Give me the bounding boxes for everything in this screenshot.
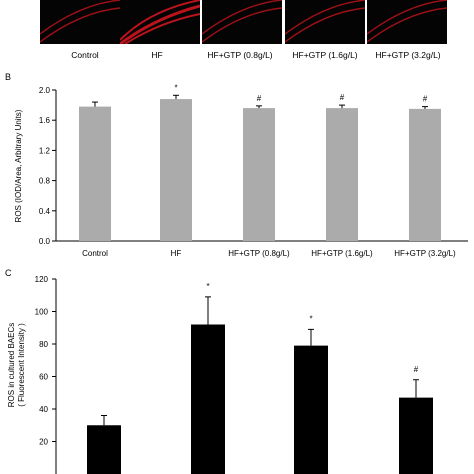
- bar: [87, 425, 121, 474]
- image-label: Control: [71, 50, 99, 60]
- bar: [294, 345, 328, 474]
- y-tick-label: 100: [35, 308, 49, 317]
- y-tick-label: 1.2: [39, 146, 51, 155]
- y-tick-label: 0.8: [39, 177, 51, 186]
- x-tick-label: HF+GTP (1.6g/L): [311, 249, 373, 258]
- y-tick-label: 1.6: [39, 116, 51, 125]
- panel-c-letter: C: [5, 268, 12, 278]
- panel-b-letter: B: [5, 72, 12, 82]
- bar: [409, 108, 441, 241]
- y-axis-label: ROS in cultured BAECs: [7, 323, 16, 407]
- significance-mark: *: [309, 314, 312, 323]
- significance-mark: *: [174, 83, 177, 92]
- stain-arc: [120, 0, 200, 44]
- bar: [243, 108, 275, 242]
- y-tick-label: 40: [39, 405, 48, 414]
- stain-arc: [40, 0, 120, 43]
- bar: [160, 99, 192, 241]
- image-label: HF+GTP (0.8g/L): [207, 50, 273, 60]
- significance-mark: #: [257, 94, 262, 103]
- micrograph-tile: [202, 0, 282, 44]
- image-label: HF+GTP (3.2g/L): [375, 50, 441, 60]
- y-axis-label: ROS (IOD/Area, Arbitrary Units): [14, 109, 23, 222]
- y-tick-label: 20: [39, 438, 48, 447]
- x-tick-label: Control: [82, 249, 108, 258]
- y-tick-label: 0.4: [39, 207, 51, 216]
- bar: [191, 324, 225, 474]
- significance-mark: *: [206, 282, 209, 291]
- stain-arc: [202, 0, 282, 43]
- x-tick-label: HF+GTP (3.2g/L): [394, 249, 456, 258]
- chart-b: 0.0 0.4 0.8 1.2 1.6 2.0 ROS (IOD/Area, Arbitra…: [14, 83, 468, 258]
- x-tick-label: HF+GTP (0.8g/L): [228, 249, 290, 258]
- significance-mark: #: [414, 365, 419, 374]
- y-tick-label: 0.0: [39, 237, 51, 246]
- bar: [326, 108, 358, 242]
- y-axis-label: ( Fluorescent Intensity ): [17, 323, 26, 407]
- micrograph-tile: [40, 0, 120, 44]
- significance-mark: #: [340, 93, 345, 102]
- bar: [399, 397, 433, 474]
- significance-mark: #: [423, 95, 428, 104]
- y-tick-label: 60: [39, 373, 48, 382]
- bar: [79, 106, 111, 241]
- image-label: HF: [151, 50, 163, 60]
- stain-arc: [367, 0, 447, 43]
- x-tick-label: HF: [171, 249, 182, 258]
- image-label: HF+GTP (1.6g/L): [292, 50, 358, 60]
- y-tick-label: 2.0: [39, 86, 51, 95]
- micrograph-tile: [120, 0, 200, 44]
- stain-arc: [285, 0, 365, 43]
- y-tick-label: 80: [39, 340, 48, 349]
- micrograph-tile: [367, 0, 447, 44]
- micrograph-tile: [285, 0, 365, 44]
- y-tick-label: 120: [35, 275, 49, 284]
